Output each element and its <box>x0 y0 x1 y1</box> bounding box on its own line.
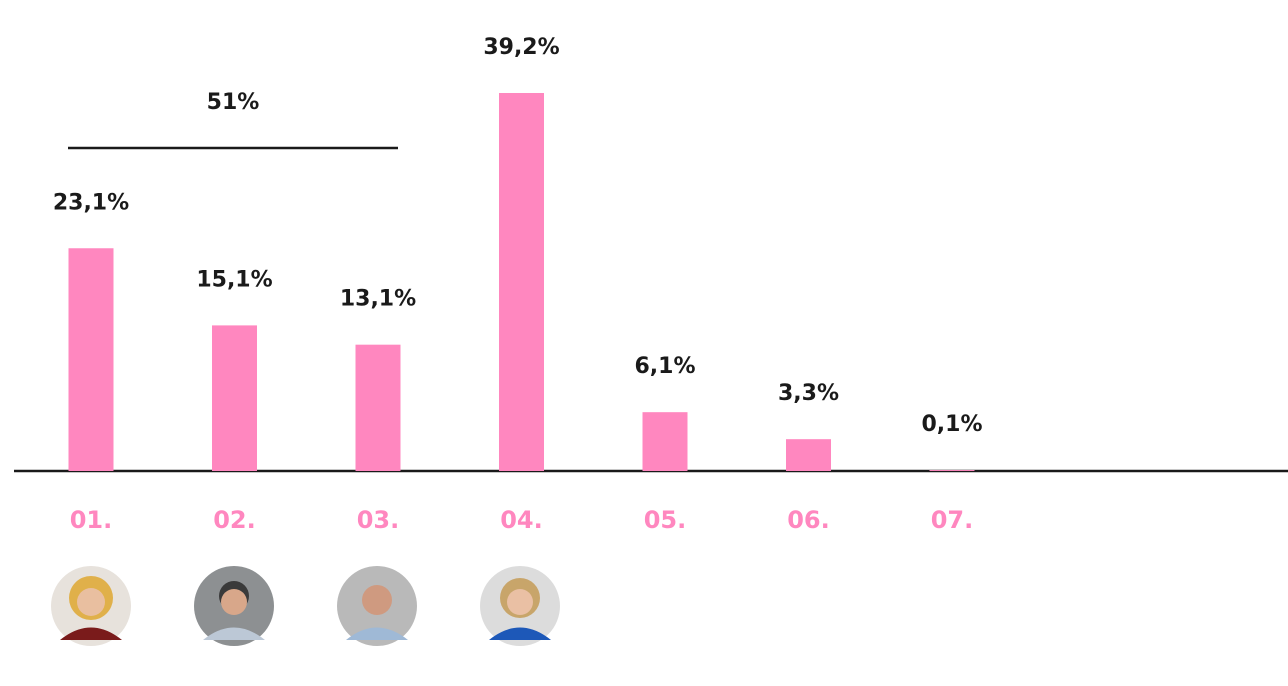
x-tick-label: 01. <box>70 506 113 534</box>
portraits <box>51 566 560 646</box>
value-label: 23,1% <box>53 190 129 215</box>
x-tick-label: 03. <box>357 506 400 534</box>
portrait <box>337 566 417 646</box>
x-tick-label: 02. <box>213 506 256 534</box>
bar <box>499 93 544 471</box>
x-tick-label: 06. <box>787 506 830 534</box>
x-tick-label: 05. <box>644 506 687 534</box>
portrait <box>51 566 131 646</box>
portrait <box>194 566 274 646</box>
annotation: 51% <box>207 90 260 115</box>
portrait <box>480 566 560 646</box>
value-label: 39,2% <box>483 35 559 60</box>
value-label: 13,1% <box>340 287 416 312</box>
value-label: 3,3% <box>778 381 839 406</box>
bar <box>212 325 257 471</box>
x-tick-label: 07. <box>931 506 974 534</box>
value-label: 6,1% <box>634 354 695 379</box>
bar <box>68 248 114 471</box>
value-label: 15,1% <box>196 267 272 292</box>
bar <box>786 439 831 471</box>
bar <box>355 344 401 471</box>
value-label: 0,1% <box>921 412 982 437</box>
bar <box>929 470 975 471</box>
bar <box>642 412 688 471</box>
x-tick-label: 04. <box>500 506 543 534</box>
